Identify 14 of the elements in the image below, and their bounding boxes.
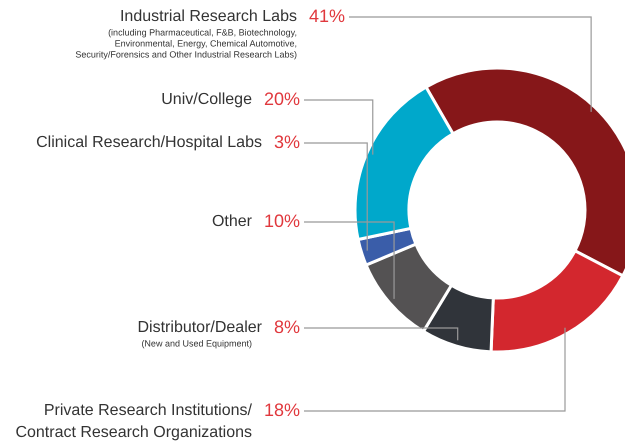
slice-label: Other — [212, 213, 253, 230]
data-label: 18% — [264, 400, 300, 420]
text: (including Pharmaceutical, F&B, Biotechnology, Environmental, Energy, Chemical Automotive, Security/Forensics and Other Industrial Research Labs) — [75, 27, 297, 60]
slice-label: Univ/College — [161, 91, 252, 108]
data-label: 3% — [274, 132, 300, 152]
data-label: 20% — [264, 88, 300, 109]
slice-label: Distributor/Dealer — [138, 319, 263, 336]
text: (New and Used Equipment) — [141, 338, 252, 348]
slice-label: Clinical Research/Hospital Labs — [36, 134, 262, 152]
data-label: 41% — [308, 6, 345, 26]
data-label: 10% — [264, 210, 300, 231]
category-label: Private Research Institutions/ Contract Research Organizations — [15, 402, 252, 442]
data-label: 8% — [274, 316, 300, 337]
slice-label: Industrial Research Labs — [120, 8, 297, 26]
